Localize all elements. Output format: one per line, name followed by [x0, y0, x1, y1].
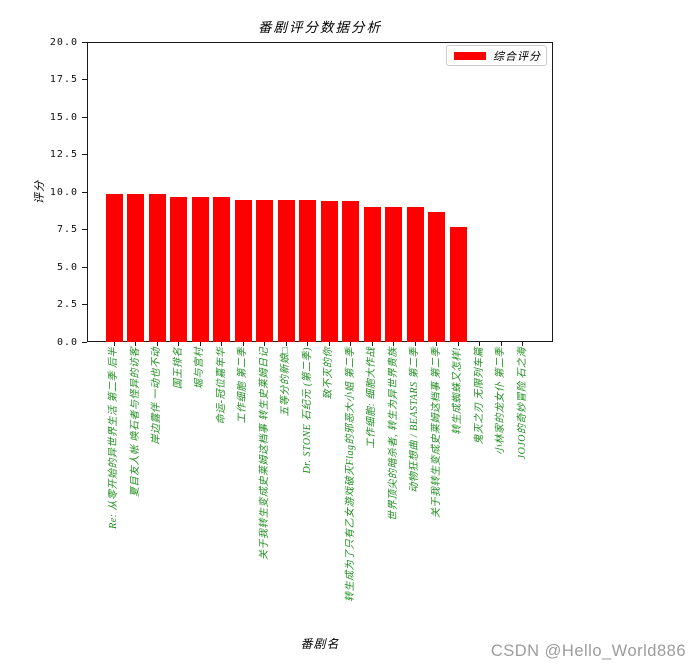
x-tick-label: 鬼灭之刃 无限列车篇 — [473, 347, 485, 445]
x-tick-label: 堀与宫村 — [194, 347, 205, 389]
y-tick-mark — [82, 304, 87, 305]
x-tick-mark — [135, 342, 136, 346]
legend: 综合评分 — [446, 45, 547, 66]
bar — [385, 207, 402, 342]
x-tick-mark — [307, 342, 308, 346]
x-tick-label: Re: 从零开始的异世界生活 第二季 后半 — [108, 347, 119, 529]
bar — [363, 207, 381, 342]
bar — [428, 211, 445, 342]
x-tick-mark — [199, 342, 201, 346]
y-tick-mark — [82, 41, 87, 43]
y-tick-label: 0.0 — [56, 336, 78, 348]
y-tick-mark — [82, 154, 87, 155]
bar — [170, 196, 187, 342]
x-tick-mark — [156, 342, 158, 346]
bar — [299, 199, 316, 342]
bar — [213, 196, 230, 342]
y-tick-label: 5.0 — [56, 261, 78, 273]
y-tick-label: 2.5 — [56, 299, 78, 310]
x-tick-label: 岸边露伴 一动也不动 — [151, 347, 162, 445]
x-tick-label: 转生成为了只有乙女游戏破灭Flag的邪恶大小姐 第二季 — [344, 347, 356, 602]
y-axis-title: 评分 — [34, 180, 46, 204]
bar — [234, 199, 252, 342]
chart-title: 番剧评分数据分析 — [258, 20, 382, 35]
x-tick-label: 致不灭的你 — [323, 347, 334, 400]
x-tick-mark — [285, 342, 287, 346]
x-tick-label: 转生成蜘蛛又怎样! — [452, 347, 463, 435]
y-tick-mark — [82, 266, 87, 268]
y-tick-mark — [82, 191, 87, 193]
y-tick-label: 10.0 — [49, 186, 78, 198]
bar — [105, 193, 123, 342]
x-tick-label: Dr. STONE 石纪元 (第二季) — [301, 347, 313, 474]
y-tick-mark — [82, 116, 87, 118]
x-tick-label: 国王排名 — [172, 347, 184, 389]
x-tick-label: 工作细胞 第二季 — [237, 347, 248, 424]
y-tick-label: 15.0 — [49, 111, 78, 123]
bar — [127, 193, 144, 342]
x-tick-mark — [522, 342, 523, 346]
watermark: CSDN @Hello_World886 — [490, 642, 686, 660]
x-tick-mark — [371, 342, 373, 346]
y-tick-label: 12.5 — [49, 149, 78, 160]
x-tick-mark — [500, 342, 502, 346]
x-tick-label: 动物狂想曲 / BEASTARS 第二季 — [409, 347, 420, 493]
bar — [148, 193, 166, 342]
bar — [191, 196, 209, 342]
x-axis-title: 番剧名 — [300, 637, 340, 651]
x-tick-label: 世界顶尖的暗杀者, 转生为异世界贵族 — [387, 347, 399, 521]
x-tick-mark — [264, 342, 265, 346]
legend-label: 综合评分 — [493, 50, 541, 63]
x-tick-mark — [113, 342, 115, 346]
y-tick-label: 7.5 — [56, 224, 78, 235]
x-tick-mark — [242, 342, 244, 346]
x-tick-label: 关于我转生变成史莱姆这档事 转生史莱姆日记 — [258, 347, 270, 560]
bar — [256, 199, 273, 342]
x-tick-mark — [350, 342, 351, 346]
x-tick-mark — [221, 342, 222, 346]
x-tick-mark — [457, 342, 459, 346]
bar — [277, 199, 295, 342]
bar — [406, 207, 424, 342]
y-tick-mark — [82, 341, 87, 343]
bar — [342, 201, 359, 342]
x-tick-mark — [414, 342, 416, 346]
y-tick-mark — [82, 79, 87, 80]
x-tick-mark — [479, 342, 480, 346]
x-tick-mark — [436, 342, 437, 346]
x-tick-label: 小林家的龙女仆 第二季 — [495, 347, 506, 455]
legend-swatch-red — [454, 51, 486, 60]
bar — [320, 201, 338, 342]
x-tick-label: 命运-冠位嘉年华 — [215, 347, 227, 425]
x-tick-mark — [178, 342, 179, 346]
x-tick-label: 五等分的新娘□ — [280, 347, 291, 417]
x-tick-mark — [328, 342, 330, 346]
y-tick-mark — [82, 229, 87, 230]
x-tick-label: 关于我转生变成史莱姆这档事 第二季 — [430, 347, 442, 518]
y-tick-label: 17.5 — [49, 74, 78, 85]
bar — [449, 226, 467, 342]
y-tick-label: 20.0 — [49, 36, 78, 48]
x-tick-mark — [393, 342, 394, 346]
x-tick-label: JOJO的奇妙冒险 石之海 — [516, 347, 528, 460]
x-tick-label: 夏目友人帐 唤石者与怪异的访客 — [129, 347, 141, 497]
x-tick-label: 工作细胞: 细胞大作战 — [366, 347, 377, 449]
